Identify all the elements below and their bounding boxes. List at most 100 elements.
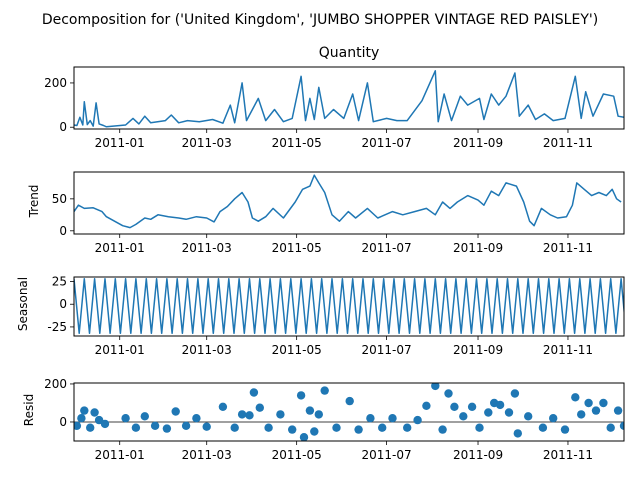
xtick-label: 2011-01 (95, 136, 145, 150)
plot-area-trend (74, 174, 622, 229)
axes-frame-quantity (73, 66, 625, 130)
ytick-label: 50 (52, 192, 67, 206)
xtick-label: 2011-07 (362, 241, 412, 255)
xtick-label: 2011-09 (453, 136, 503, 150)
resid-point (606, 423, 615, 432)
ytick-label: -25 (47, 320, 67, 334)
ytick-label: 200 (44, 76, 67, 90)
plot-area-quantity (74, 70, 624, 128)
resid-point (100, 419, 110, 429)
axes-frame-resid (73, 382, 625, 442)
resid-point (181, 421, 191, 430)
resid-point (299, 433, 309, 441)
resid-point (467, 402, 477, 411)
resid-point (218, 402, 228, 411)
resid-point (619, 421, 624, 430)
resid-point (504, 408, 514, 417)
resid-point (495, 400, 505, 410)
xtick-label: 2011-07 (362, 136, 412, 150)
resid-point (264, 423, 273, 432)
xtick-label: 2011-11 (543, 448, 593, 462)
ytick-label: 0 (59, 297, 67, 311)
resid-point (438, 425, 447, 434)
resid-point (599, 398, 608, 408)
resid-point (366, 414, 375, 423)
plot-area-seasonal (74, 278, 624, 335)
plot-area-resid (74, 383, 624, 441)
resid-point (538, 423, 548, 432)
resid-point (388, 414, 397, 423)
panel-resid: 0 200 2011-01 2011-03 2011-05 2011-07 2011-09 2… (44, 377, 625, 462)
axes-frame-trend (73, 171, 625, 235)
resid-point (413, 415, 422, 425)
resid-point (150, 421, 160, 430)
xtick-label: 2011-03 (182, 343, 232, 357)
resid-point (422, 401, 431, 410)
resid-point (255, 403, 264, 412)
ytick-label: 0 (59, 224, 67, 238)
resid-point (613, 406, 623, 415)
resid-point (90, 408, 99, 417)
resid-point (86, 423, 95, 432)
xtick-label: 2011-05 (272, 136, 322, 150)
xtick-label: 2011-05 (272, 343, 322, 357)
resid-point (310, 427, 319, 436)
resid-point (74, 421, 82, 430)
xtick-label: 2011-11 (543, 241, 593, 255)
xtick-label: 2011-03 (182, 448, 232, 462)
resid-point (332, 423, 341, 432)
resid-point (314, 410, 323, 419)
xtick-label: 2011-07 (362, 448, 412, 462)
resid-point (249, 388, 259, 397)
resid-point (296, 391, 306, 400)
resid-point (591, 406, 601, 415)
resid-point (131, 423, 141, 432)
xtick-label: 2011-11 (543, 343, 593, 357)
resid-point (378, 423, 387, 432)
axes-frame-seasonal (73, 276, 625, 337)
xtick-label: 2011-01 (95, 448, 145, 462)
xtick-label: 2011-09 (453, 448, 503, 462)
resid-point (524, 412, 533, 421)
resid-point (230, 423, 239, 432)
ylabel-trend: Trend (27, 185, 41, 219)
resid-point (305, 406, 315, 415)
resid-point (80, 406, 89, 415)
resid-point (320, 386, 329, 395)
panel-trend: 0 50 2011-01 2011-03 2011-05 2011-07 2011-09 20… (52, 171, 625, 255)
xtick-label: 2011-03 (182, 241, 232, 255)
series-line-trend (74, 174, 622, 229)
resid-point (192, 414, 201, 423)
resid-point (549, 414, 558, 423)
panel-quantity: 0 200 2011-01 2011-03 2011-05 2011-07 2011-09 2… (44, 66, 625, 150)
panel-seasonal: -25 0 25 2011-01 2011-03 2011-05 2011-07 2011-0… (47, 275, 625, 357)
resid-point (510, 389, 520, 398)
series-line-seasonal (74, 278, 624, 335)
resid-point (276, 410, 285, 419)
xtick-label: 2011-01 (95, 343, 145, 357)
xtick-label: 2011-09 (453, 343, 503, 357)
resid-point (77, 414, 86, 423)
ytick-label: 0 (59, 120, 67, 134)
figure-title: Decomposition for ('United Kingdom', 'JU… (42, 12, 598, 28)
xtick-label: 2011-11 (543, 136, 593, 150)
resid-point (431, 383, 440, 391)
resid-point (354, 425, 363, 434)
resid-point (584, 398, 593, 408)
xtick-label: 2011-01 (95, 241, 145, 255)
ytick-label: 200 (44, 377, 67, 391)
xtick-label: 2011-05 (272, 448, 322, 462)
resid-point (171, 407, 180, 416)
resid-point (202, 422, 211, 431)
resid-point (288, 425, 297, 434)
xtick-label: 2011-09 (453, 241, 503, 255)
resid-point (459, 412, 468, 421)
ytick-label: 0 (59, 415, 67, 429)
resid-point (560, 425, 570, 434)
ylabel-seasonal: Seasonal (16, 277, 30, 331)
xtick-label: 2011-07 (362, 343, 412, 357)
resid-point (121, 414, 130, 423)
resid-point (162, 424, 172, 433)
resid-point (484, 408, 493, 417)
